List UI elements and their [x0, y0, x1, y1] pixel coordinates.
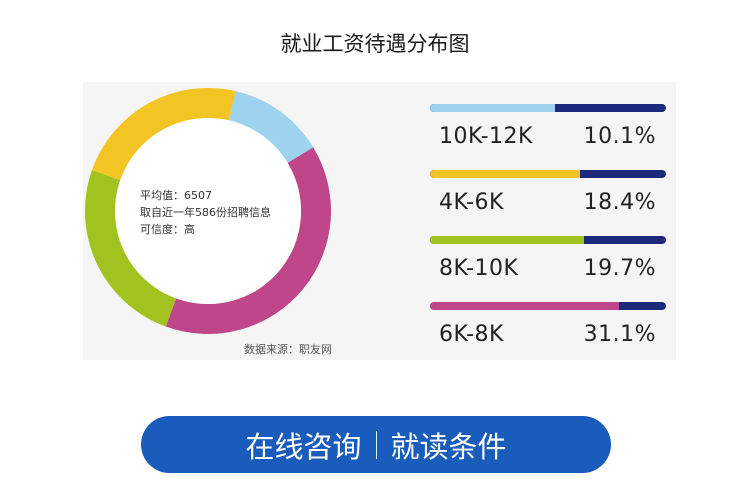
legend-bar-fill	[430, 236, 585, 244]
data-source: 数据来源：职友网	[244, 343, 332, 356]
legend-bar-fill	[430, 302, 619, 310]
chart-title: 就业工资待遇分布图	[280, 32, 470, 56]
legend-item-10k-12k: 10K-12K 10.1%	[428, 100, 668, 166]
legend-value: 10.1%	[583, 124, 656, 149]
legend-bar-fill	[430, 170, 581, 178]
cta-button[interactable]: 在线咨询 就读条件	[141, 416, 611, 473]
legend-value: 31.1%	[583, 322, 656, 347]
chart-center-info: 平均值：6507 取自近一年586份招聘信息 可信度：高	[140, 187, 271, 238]
donut-hole	[115, 118, 301, 304]
legend-label: 4K-6K	[439, 190, 504, 215]
donut-slice-8k-10k	[85, 170, 177, 327]
legend-label: 8K-10K	[439, 256, 519, 281]
legend-bar	[430, 302, 666, 310]
legend-bar	[430, 104, 666, 112]
legend-label: 10K-12K	[439, 124, 533, 149]
donut-slice-4k-6k	[92, 88, 236, 181]
consult-online-label[interactable]: 在线咨询	[245, 429, 362, 464]
enrollment-conditions-label[interactable]: 就读条件	[390, 429, 507, 464]
legend-item-8k-10k: 8K-10K 19.7%	[428, 232, 668, 298]
legend-item-6k-8k: 6K-8K 31.1%	[428, 298, 668, 364]
legend-bar	[430, 236, 666, 244]
legend-label: 6K-8K	[439, 322, 504, 347]
confidence-text: 可信度：高	[140, 223, 195, 236]
legend-bar	[430, 170, 666, 178]
legend-item-4k-6k: 4K-6K 18.4%	[428, 166, 668, 232]
legend-bar-fill	[430, 104, 556, 112]
donut-slice-10k-12k	[228, 91, 314, 163]
sample-text: 取自近一年586份招聘信息	[140, 206, 271, 219]
legend-value: 18.4%	[583, 190, 656, 215]
legend-value: 19.7%	[583, 256, 656, 281]
cta-divider	[375, 430, 377, 459]
average-text: 平均值：6507	[140, 189, 212, 202]
donut-slice-6k-8k	[165, 147, 331, 334]
